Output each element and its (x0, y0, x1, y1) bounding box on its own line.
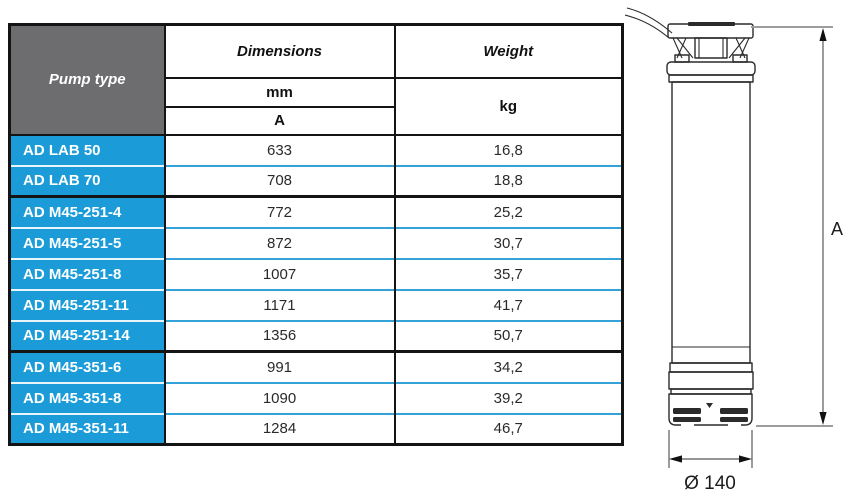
weight-cell: 25,2 (393, 195, 624, 228)
dimension-a-cell: 772 (163, 195, 396, 228)
dimension-a-cell: 1171 (163, 288, 396, 321)
header-unit-kg: kg (393, 77, 624, 136)
dimension-a-cell: 1356 (163, 319, 396, 352)
table-row: AD M45-351-11 1284 46,7 (8, 412, 624, 445)
pump-type-cell: AD M45-251-14 (8, 319, 166, 352)
pump-type-cell: AD M45-351-8 (8, 381, 166, 414)
header-dim-a: A (163, 106, 396, 136)
header-pump-type: Pump type (8, 24, 166, 136)
dimension-diameter-label: Ø 140 (684, 473, 736, 494)
pump-type-cell: AD M45-251-4 (8, 195, 166, 228)
pump-type-cell: AD M45-251-8 (8, 257, 166, 290)
weight-cell: 39,2 (393, 381, 624, 414)
weight-cell: 16,8 (393, 134, 624, 166)
pump-type-cell: AD LAB 70 (8, 164, 166, 197)
pump-type-cell: AD M45-351-11 (8, 412, 166, 445)
weight-cell: 18,8 (393, 164, 624, 197)
dimension-a-cell: 872 (163, 226, 396, 259)
weight-cell: 30,7 (393, 226, 624, 259)
pump-spec-table: Pump type Dimensions Weight mm kg A AD L… (8, 23, 624, 446)
pump-head (667, 22, 754, 63)
weight-cell: 34,2 (393, 350, 624, 383)
pump-collar (666, 61, 756, 83)
pump-type-cell: AD M45-251-5 (8, 226, 166, 259)
dimension-a-cell: 1284 (163, 412, 396, 445)
pump-type-cell: AD M45-251-11 (8, 288, 166, 321)
pump-type-cell: AD M45-351-6 (8, 350, 166, 383)
header-dimensions: Dimensions (163, 24, 396, 79)
dimension-diameter: Ø 140 (668, 430, 753, 494)
pump-body (668, 81, 754, 395)
weight-cell: 35,7 (393, 257, 624, 290)
table-row: AD M45-351-6 991 34,2 (8, 350, 624, 383)
weight-cell: 50,7 (393, 319, 624, 352)
pump-technical-drawing: A Ø 140 (625, 7, 843, 494)
table-row: AD M45-251-5 872 30,7 (8, 226, 624, 259)
dimension-a-cell: 991 (163, 350, 396, 383)
pump-type-cell: AD LAB 50 (8, 134, 166, 166)
table-row: AD M45-251-4 772 25,2 (8, 195, 624, 228)
table-row: AD LAB 70 708 18,8 (8, 164, 624, 197)
table-row: AD LAB 50 633 16,8 (8, 134, 624, 166)
dimension-a: A (751, 26, 843, 427)
header-unit-mm: mm (163, 77, 396, 108)
dimension-a-cell: 708 (163, 164, 396, 197)
dimension-a-cell: 1090 (163, 381, 396, 414)
weight-cell: 46,7 (393, 412, 624, 445)
table-row: AD M45-251-11 1171 41,7 (8, 288, 624, 321)
table-row: AD M45-251-8 1007 35,7 (8, 257, 624, 290)
table-row: AD M45-351-8 1090 39,2 (8, 381, 624, 414)
cable-lines (625, 7, 673, 39)
dimension-a-cell: 1007 (163, 257, 396, 290)
dimension-a-label: A (831, 219, 843, 239)
weight-cell: 41,7 (393, 288, 624, 321)
table-row: AD M45-251-14 1356 50,7 (8, 319, 624, 352)
header-weight: Weight (393, 24, 624, 79)
dimension-a-cell: 633 (163, 134, 396, 166)
pump-base (668, 393, 753, 427)
